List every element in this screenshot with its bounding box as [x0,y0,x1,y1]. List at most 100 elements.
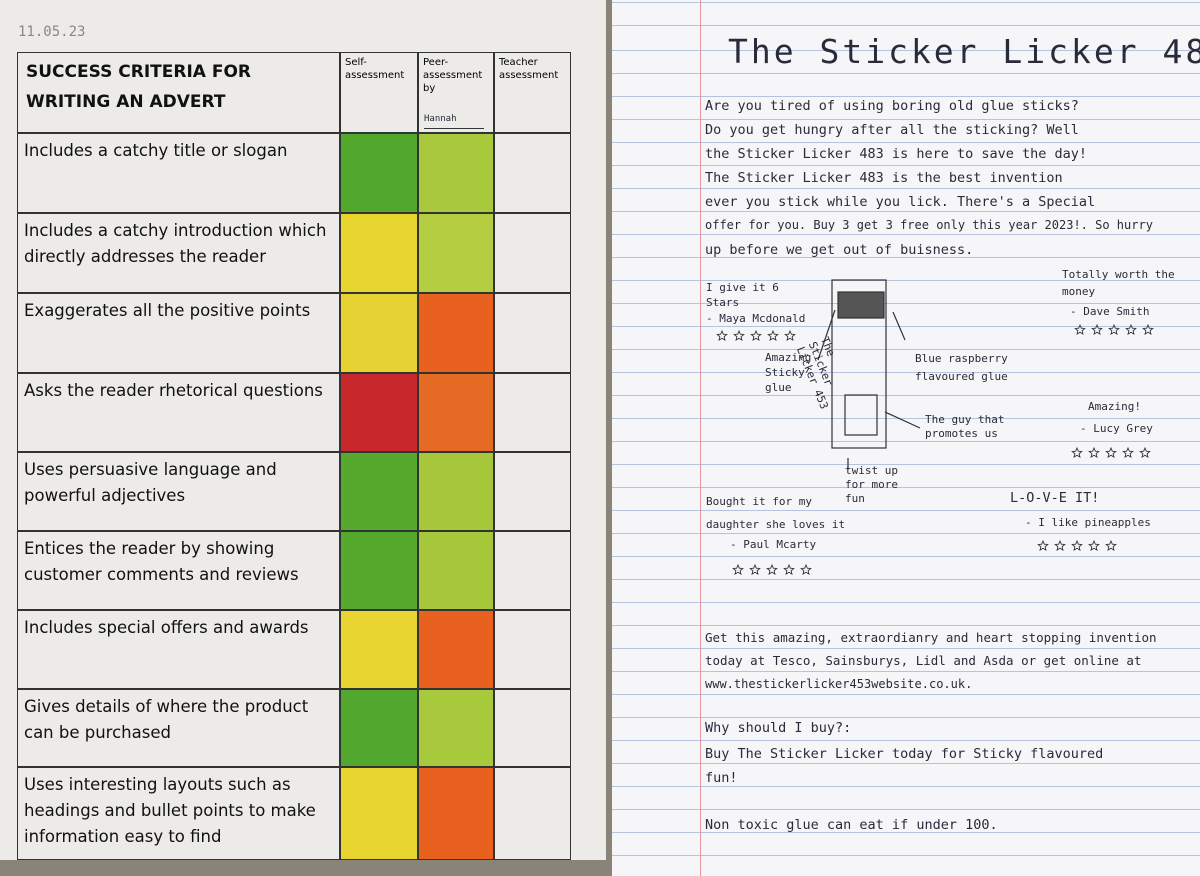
self-rating-cell [340,689,418,767]
self-rating-cell [340,767,418,860]
star [1054,539,1066,551]
review-author: - Lucy Grey [1080,422,1153,435]
intro-line: up before we get out of buisness. [705,242,974,258]
notebook-page [612,0,1200,876]
assessment-header: Teacher assessment [494,52,571,133]
twist-label: twist up for more fun [845,464,898,505]
teacher-cell [494,213,571,293]
peer-rating-cell [418,293,494,373]
teacher-cell [494,293,571,373]
mascot-label: The guy that promotes us [925,413,1005,440]
star [1088,539,1100,551]
star [784,329,796,341]
criterion-cell: Includes a catchy title or slogan [17,133,340,213]
review-quote: I give it 6 Stars [706,281,779,309]
criterion-cell: Uses persuasive language and powerful ad… [17,452,340,531]
glue-label: Amazing Sticky glue [765,351,812,394]
criterion-cell: Gives details of where the product can b… [17,689,340,767]
teacher-cell [494,452,571,531]
criterion-cell: Includes a catchy introduction which dir… [17,213,340,293]
peer-rating-cell [418,689,494,767]
self-rating-cell [340,213,418,293]
star [732,563,744,575]
peer-rating-cell [418,767,494,860]
star [733,329,745,341]
intro-line: the Sticker Licker 483 is here to save t… [705,146,1088,162]
footer-line: Non toxic glue can eat if under 100. [705,817,998,833]
review-author: - Dave Smith [1070,305,1150,318]
intro-line: Do you get hungry after all the sticking… [705,122,1079,138]
footer-line: fun! [705,770,738,786]
margin-line [700,0,701,876]
teacher-cell [494,373,571,452]
assessment-page: 11.05.23 SUCCESS CRITERIA FOR WRITING AN… [0,0,606,860]
star [750,329,762,341]
teacher-cell [494,610,571,689]
review-quote: Totally worth the money [1062,268,1175,298]
mascot-box [844,394,878,436]
self-rating-cell [340,531,418,610]
star [800,563,812,575]
peer-rating-cell [418,213,494,293]
peer-rating-cell [418,531,494,610]
criterion-cell: Asks the reader rhetorical questions [17,373,340,452]
peer-rating-cell [418,133,494,213]
star [767,329,779,341]
product-tube [831,279,887,449]
footer-line: www.thestickerlicker453website.co.uk. [705,677,973,691]
star [749,563,761,575]
criterion-cell: Includes special offers and awards [17,610,340,689]
self-rating-cell [340,452,418,531]
teacher-cell [494,531,571,610]
footer-line: Buy The Sticker Licker today for Sticky … [705,746,1104,762]
self-rating-cell [340,610,418,689]
star [1125,323,1137,335]
review-author: - Paul Mcarty [730,538,817,551]
date: 11.05.23 [18,24,86,40]
flavour-label: Blue raspberry flavoured glue [915,352,1008,383]
review-quote: L-O-V-E IT! [1010,490,1100,506]
review-author: - I like pineapples [1025,516,1151,529]
peer-rating-cell [418,452,494,531]
self-rating-cell [340,373,418,452]
star [1139,446,1151,458]
intro-line: ever you stick while you lick. There's a… [705,194,1096,210]
criterion-cell: Exaggerates all the positive points [17,293,340,373]
arrows [817,309,921,470]
teacher-cell [494,133,571,213]
star [1074,323,1086,335]
criterion-cell: Uses interesting layouts such as heading… [17,767,340,860]
intro-line: offer for you. Buy 3 get 3 free only thi… [705,218,1153,232]
peer-rating-cell [418,610,494,689]
self-rating-cell [340,293,418,373]
star [1037,539,1049,551]
review-author: - Maya Mcdonald [706,312,806,325]
intro-line: The Sticker Licker 483 is the best inven… [705,170,1063,186]
star [1108,323,1120,335]
assessment-header: Peer-assessment by [418,52,494,133]
star [766,563,778,575]
self-rating-cell [340,133,418,213]
star [783,563,795,575]
signature: Hannah [424,114,484,129]
criteria-header: SUCCESS CRITERIA FOR WRITING AN ADVERT [17,52,340,133]
star [1091,323,1103,335]
glue-top [837,291,885,319]
star [1071,446,1083,458]
criterion-cell: Entices the reader by showing customer c… [17,531,340,610]
footer-line: today at Tesco, Sainsburys, Lidl and Asd… [705,653,1142,668]
star [716,329,728,341]
star [1142,323,1154,335]
review-quote: Bought it for my daughter she loves it [706,495,846,531]
star [1122,446,1134,458]
star [1088,446,1100,458]
teacher-cell [494,689,571,767]
review-quote: Amazing! [1088,400,1141,413]
intro-line: Are you tired of using boring old glue s… [705,98,1079,114]
advert-title: The Sticker Licker 483 [728,32,1200,71]
assessment-header: Self-assessment [340,52,418,133]
star [1105,446,1117,458]
peer-rating-cell [418,373,494,452]
